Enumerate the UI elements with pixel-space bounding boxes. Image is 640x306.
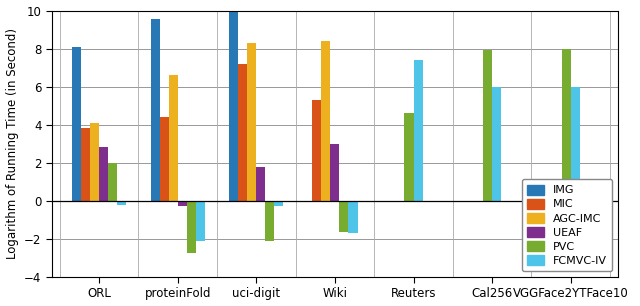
Bar (266, 201, 275, 241)
Bar (339, 201, 348, 232)
Bar (187, 201, 196, 253)
Bar (169, 75, 178, 201)
Bar (247, 43, 256, 201)
Bar (492, 87, 501, 201)
Bar (117, 201, 126, 205)
Bar (571, 87, 580, 201)
Bar (229, 13, 238, 201)
Bar (256, 167, 266, 201)
Bar (108, 163, 117, 201)
Bar (413, 60, 422, 201)
Bar (562, 49, 571, 201)
Bar (178, 201, 187, 206)
Bar (483, 50, 492, 201)
Legend: IMG, MIC, AGC-IMC, UEAF, PVC, FCMVC-IV: IMG, MIC, AGC-IMC, UEAF, PVC, FCMVC-IV (522, 179, 612, 271)
Bar (99, 147, 108, 201)
Bar (348, 201, 358, 233)
Bar (159, 117, 169, 201)
Bar (150, 19, 159, 201)
Bar (72, 47, 81, 201)
Bar (404, 113, 413, 201)
Bar (238, 64, 247, 201)
Bar (275, 201, 284, 206)
Bar (196, 201, 205, 241)
Bar (321, 41, 330, 201)
Bar (81, 128, 90, 201)
Bar (312, 100, 321, 201)
Y-axis label: Logarithm of Running Time (in Second): Logarithm of Running Time (in Second) (6, 28, 19, 259)
Bar (330, 144, 339, 201)
Bar (90, 123, 99, 201)
